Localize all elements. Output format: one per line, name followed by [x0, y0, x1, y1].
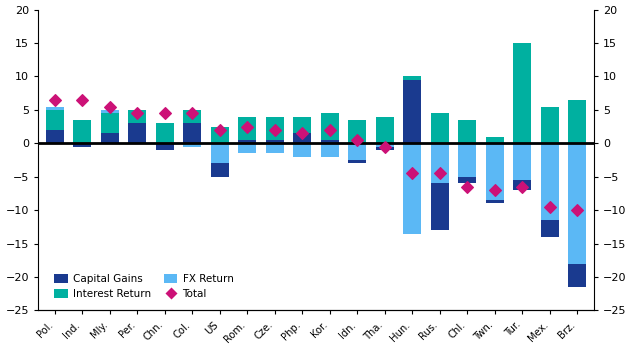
- Bar: [348, 143, 366, 160]
- Bar: [73, 120, 91, 143]
- Legend: Capital Gains, Interest Return, FX Return, Total: Capital Gains, Interest Return, FX Retur…: [54, 274, 233, 299]
- Bar: [46, 110, 64, 130]
- Bar: [321, 143, 339, 157]
- Bar: [513, 43, 532, 143]
- Bar: [266, 143, 284, 153]
- Bar: [73, 143, 91, 147]
- Point: [407, 170, 417, 176]
- Point: [325, 127, 335, 133]
- Bar: [210, 127, 229, 143]
- Bar: [155, 143, 174, 150]
- Bar: [513, 143, 532, 180]
- Point: [352, 137, 362, 143]
- Point: [270, 127, 280, 133]
- Bar: [541, 106, 559, 143]
- Point: [297, 131, 307, 136]
- Bar: [513, 180, 532, 190]
- Bar: [403, 76, 422, 80]
- Point: [132, 110, 142, 116]
- Bar: [128, 123, 146, 143]
- Point: [380, 144, 390, 149]
- Point: [435, 170, 445, 176]
- Point: [77, 97, 87, 103]
- Bar: [431, 143, 449, 183]
- Bar: [128, 110, 146, 123]
- Bar: [183, 143, 201, 147]
- Bar: [376, 143, 394, 147]
- Bar: [183, 110, 201, 123]
- Bar: [403, 80, 422, 143]
- Bar: [486, 143, 504, 200]
- Bar: [568, 264, 586, 287]
- Bar: [155, 123, 174, 143]
- Point: [104, 104, 114, 109]
- Point: [215, 127, 225, 133]
- Bar: [458, 177, 477, 183]
- Bar: [210, 163, 229, 177]
- Bar: [458, 120, 477, 143]
- Bar: [293, 133, 311, 143]
- Bar: [46, 106, 64, 110]
- Point: [242, 124, 252, 130]
- Bar: [46, 130, 64, 143]
- Bar: [348, 160, 366, 163]
- Bar: [458, 143, 477, 177]
- Bar: [293, 143, 311, 157]
- Bar: [100, 133, 119, 143]
- Bar: [321, 113, 339, 140]
- Point: [49, 97, 59, 103]
- Bar: [568, 100, 586, 143]
- Point: [545, 204, 555, 210]
- Bar: [100, 110, 119, 113]
- Bar: [486, 136, 504, 143]
- Bar: [238, 117, 256, 140]
- Bar: [568, 143, 586, 264]
- Bar: [348, 120, 366, 143]
- Bar: [541, 220, 559, 237]
- Bar: [403, 143, 422, 233]
- Bar: [183, 123, 201, 143]
- Point: [490, 187, 500, 193]
- Bar: [238, 140, 256, 143]
- Point: [187, 110, 197, 116]
- Bar: [266, 140, 284, 143]
- Bar: [266, 117, 284, 140]
- Bar: [376, 117, 394, 143]
- Bar: [486, 200, 504, 203]
- Bar: [293, 117, 311, 133]
- Point: [462, 184, 472, 190]
- Bar: [431, 183, 449, 230]
- Bar: [431, 113, 449, 143]
- Bar: [210, 143, 229, 163]
- Bar: [321, 140, 339, 143]
- Bar: [376, 147, 394, 150]
- Bar: [100, 113, 119, 133]
- Bar: [238, 143, 256, 153]
- Point: [518, 184, 528, 190]
- Bar: [541, 143, 559, 220]
- Point: [573, 208, 583, 213]
- Point: [160, 110, 170, 116]
